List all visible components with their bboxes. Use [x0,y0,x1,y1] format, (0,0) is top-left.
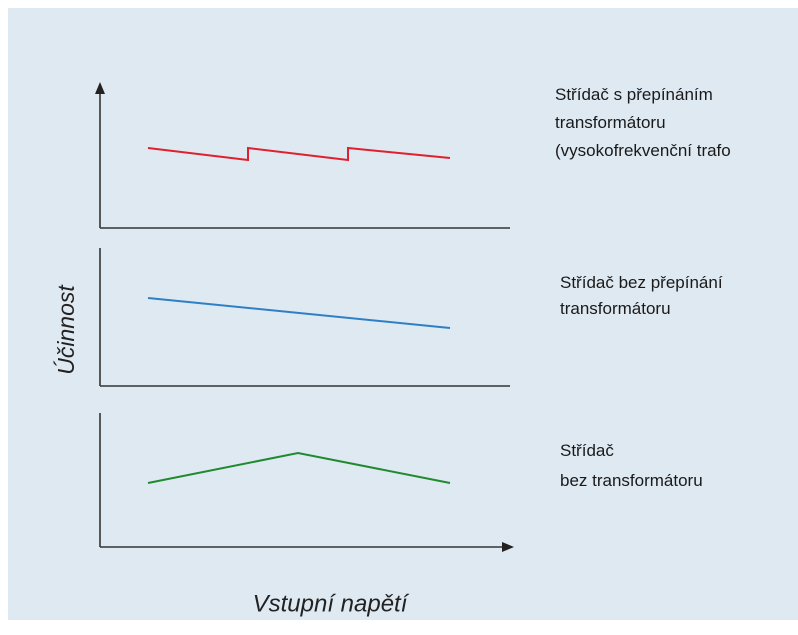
background [8,8,798,620]
panel-label: bez transformátoru [560,471,703,490]
panel-label: transformátoru [555,113,666,132]
x-axis-title: Vstupní napětí [253,590,410,617]
panel-label: (vysokofrekvenční trafo [555,141,731,160]
efficiency-curve [147,146,451,162]
panel-label: Střídač s přepínáním [555,85,713,104]
panel-label: Střídač [560,441,614,460]
panel-label: transformátoru [560,299,671,318]
efficiency-curve [147,297,451,329]
y-axis-title: Účinnost [53,284,79,375]
efficiency-curve [147,451,451,484]
panel-label: Střídač bez přepínání [560,273,723,292]
